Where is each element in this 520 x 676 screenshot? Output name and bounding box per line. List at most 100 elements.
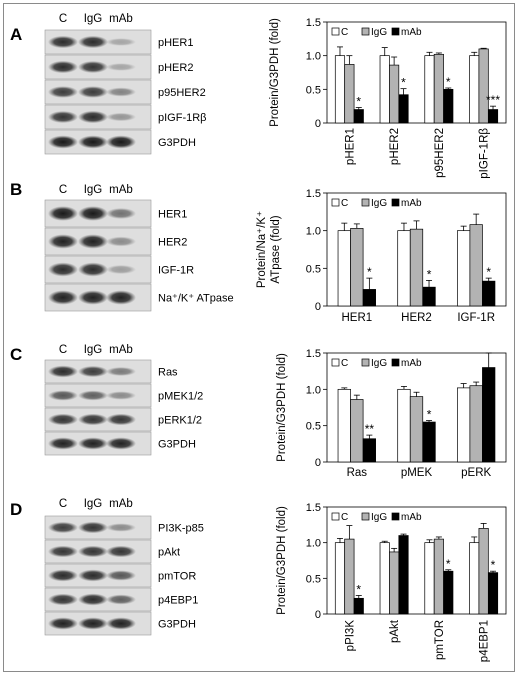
lane-label: mAb (109, 498, 133, 510)
lane-label: C (59, 498, 67, 510)
significance-mark: * (367, 265, 372, 279)
y-tick-label: 0 (315, 301, 321, 313)
y-tick-label: 1.5 (306, 17, 321, 29)
band-label: pAkt (158, 547, 180, 559)
blot-band (78, 365, 108, 378)
blot-band (48, 234, 78, 249)
legend-label: mAb (401, 512, 422, 523)
significance-mark: * (427, 408, 432, 422)
lane-label: IgG (84, 344, 103, 356)
y-tick-label: 1.0 (306, 51, 321, 63)
y-tick-label: 1.0 (306, 226, 321, 238)
figure-frame (3, 3, 515, 672)
bar-igg (469, 224, 483, 307)
legend-swatch (361, 198, 370, 207)
blot-band (48, 206, 78, 221)
y-tick-label: 1.5 (306, 348, 321, 360)
legend-label: mAb (401, 358, 422, 369)
bar-mab (487, 572, 499, 615)
blot-band (106, 208, 136, 219)
blot-band (48, 60, 78, 74)
blot-band (78, 545, 108, 558)
bar-c (469, 542, 480, 615)
significance-mark: * (446, 75, 451, 89)
band-label: PI3K-p85 (158, 523, 204, 535)
x-tick-label: HER1 (341, 312, 372, 324)
band-label: Na⁺/K⁺ ATpase (158, 293, 234, 305)
blot-band (48, 365, 78, 378)
blot-band (48, 135, 78, 149)
blot-band (78, 60, 108, 74)
bar-igg (350, 399, 364, 463)
legend-label: IgG (371, 198, 387, 209)
blot-band (106, 290, 136, 305)
legend-swatch (361, 512, 370, 521)
blot-band (78, 35, 108, 49)
lane-label: mAb (109, 13, 133, 25)
y-axis-label: Protein/G3PDH (fold) (276, 353, 288, 462)
bar-c (469, 55, 480, 124)
blot-band (106, 391, 136, 400)
blot-band (106, 366, 136, 377)
blot-band (106, 135, 136, 149)
blot-band (106, 112, 136, 122)
bar-c (397, 388, 411, 463)
bar-c (379, 542, 390, 615)
x-tick-label: pERK (461, 467, 491, 479)
bar-igg (478, 528, 489, 615)
legend-swatch (391, 27, 400, 36)
significance-mark: *** (486, 93, 500, 107)
blot-band (48, 521, 78, 534)
bar-mab (443, 570, 454, 615)
lane-label: mAb (109, 344, 133, 356)
legend-label: C (341, 198, 348, 209)
bar-mab (353, 597, 364, 615)
plot-area (326, 21, 507, 124)
panel-letter: D (10, 500, 22, 519)
blot-band (106, 594, 136, 605)
legend-label: IgG (371, 27, 387, 38)
blot-band (78, 521, 108, 534)
lane-label: IgG (84, 184, 103, 196)
y-tick-label: 1.0 (306, 538, 321, 550)
blot-band (78, 617, 108, 630)
bar-c (457, 230, 471, 307)
blot-band (106, 617, 136, 630)
band-label: G3PDH (158, 137, 196, 149)
band-label: IGF-1R (158, 265, 194, 277)
bar-c (337, 388, 351, 463)
x-tick-label: IGF-1R (457, 312, 495, 324)
legend-label: mAb (401, 198, 422, 209)
bar-mab (443, 88, 454, 124)
bar-igg (433, 53, 444, 124)
legend-swatch (361, 358, 370, 367)
bar-c (424, 55, 435, 124)
legend-swatch (331, 512, 340, 521)
blot-band (48, 110, 78, 124)
bar-igg (389, 551, 400, 615)
band-label: p4EBP1 (158, 595, 198, 607)
x-tick-label: pPI3K (344, 620, 356, 652)
band-label: Ras (158, 367, 178, 379)
blot-band (48, 390, 78, 401)
significance-mark: * (356, 95, 361, 109)
blot-band (78, 413, 108, 426)
panel-letter: B (10, 180, 22, 199)
panel-letter: A (10, 25, 22, 44)
blot-band (106, 570, 136, 581)
legend-swatch (391, 358, 400, 367)
y-tick-label: 0.5 (306, 421, 321, 433)
y-axis-label: Protein/G3PDH (fold) (276, 506, 288, 615)
x-tick-label: pHER2 (389, 128, 401, 165)
blot-band (48, 262, 78, 277)
band-label: HER1 (158, 209, 187, 221)
bar-mab (362, 289, 376, 307)
bar-c (379, 55, 390, 124)
legend-label: C (341, 358, 348, 369)
x-tick-label: HER2 (401, 312, 432, 324)
blot-band (48, 35, 78, 49)
bar-c (334, 55, 346, 124)
significance-mark: * (486, 265, 491, 279)
bar-mab (487, 109, 499, 124)
y-axis-label: Protein/Na⁺/K⁺ ATpase (fold) (256, 211, 282, 288)
